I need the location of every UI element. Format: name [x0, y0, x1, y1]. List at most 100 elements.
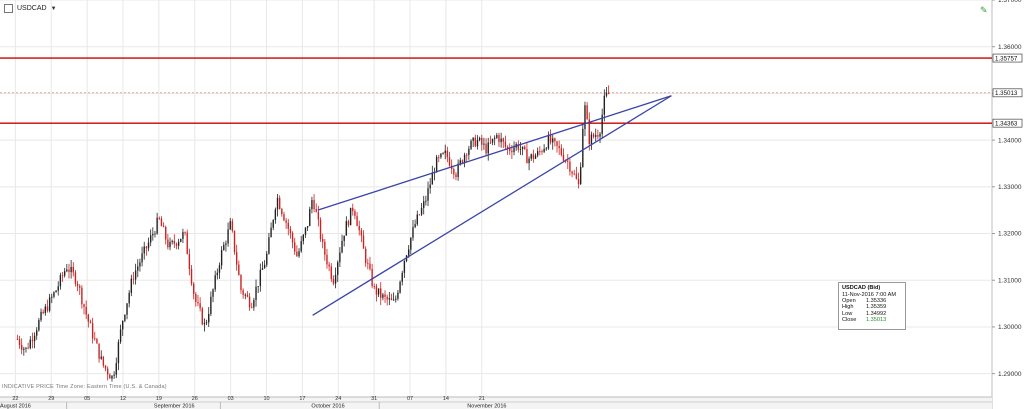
candle-body: [549, 134, 552, 143]
candle-body: [601, 114, 603, 134]
candle-body: [126, 303, 128, 315]
candle-body: [274, 209, 277, 221]
candle-body: [386, 296, 388, 300]
ohlc-tooltip: USDCAD (Bid) 11-Nov-2016 7:00 AM Open 1.…: [838, 282, 906, 330]
candle-body: [27, 347, 29, 349]
candle-body: [339, 252, 341, 263]
candle-body: [459, 160, 461, 164]
candle-body: [521, 146, 524, 150]
candle-body: [208, 313, 210, 323]
candle-body: [235, 252, 238, 265]
candle-body: [199, 303, 201, 309]
symbol-label[interactable]: USDCAD: [17, 5, 47, 12]
candle-body: [337, 262, 339, 275]
candle-body: [373, 286, 375, 287]
candle-body: [397, 292, 399, 299]
candle-body: [188, 254, 191, 269]
symbol-checkbox[interactable]: [4, 4, 13, 13]
candle-body: [46, 306, 49, 311]
candle-body: [55, 290, 57, 293]
candle-body: [425, 200, 427, 202]
y-tick-label: 1.37000: [998, 0, 1022, 4]
trendline[interactable]: [312, 95, 672, 316]
candle-body: [130, 278, 133, 293]
candle-body: [435, 156, 438, 173]
candle-body: [98, 343, 100, 359]
candle-body: [278, 197, 281, 209]
level-badge: [992, 53, 1023, 63]
candle-body: [418, 214, 421, 216]
candle-body: [231, 221, 234, 231]
candle-body: [595, 135, 597, 137]
candle-body: [158, 217, 160, 219]
candle-body: [575, 173, 578, 179]
candle-body: [248, 296, 251, 308]
y-tick-label: 1.30000: [998, 324, 1022, 331]
candle-body: [210, 296, 212, 314]
candle-body: [504, 141, 507, 147]
candle-body: [493, 137, 496, 139]
x-tick-label: 17: [299, 396, 305, 402]
candle-body: [541, 151, 543, 153]
candle-body: [53, 292, 55, 297]
candle-body: [177, 241, 180, 246]
drawing-tool-icon[interactable]: ✎: [980, 5, 988, 15]
candle-body: [220, 250, 223, 266]
candle-body: [255, 286, 257, 301]
candle-body: [302, 234, 305, 242]
y-tick-label: 1.31000: [998, 277, 1022, 284]
tooltip-row-high: High 1.35359: [842, 304, 902, 310]
candle-body: [38, 320, 40, 331]
tooltip-open-label: Open: [842, 298, 856, 304]
trendline[interactable]: [317, 95, 672, 211]
candle-body: [240, 275, 242, 291]
tooltip-row-low: Low 1.34992: [842, 311, 902, 317]
candle-body: [369, 263, 371, 269]
footnote: INDICATIVE PRICE Time Zone: Eastern Time…: [2, 384, 167, 390]
candle-body: [91, 323, 94, 339]
candle-body: [401, 272, 403, 282]
candle-body: [567, 160, 569, 162]
candle-body: [268, 237, 270, 254]
candle-body: [410, 237, 412, 250]
x-tick-label: 07: [407, 396, 413, 402]
candle-body: [214, 275, 216, 290]
candle-body: [562, 154, 565, 161]
candle-body: [227, 229, 229, 244]
candle-body: [478, 137, 481, 140]
tooltip-close-value: 1.35013: [866, 317, 887, 324]
candle-body: [190, 268, 193, 284]
chevron-down-icon[interactable]: ▼: [50, 5, 57, 12]
candle-body: [44, 306, 47, 314]
candle-body: [395, 298, 397, 300]
candle-body: [285, 220, 287, 223]
candle-body: [203, 322, 206, 325]
candle-body: [431, 173, 434, 185]
level-badge: [992, 118, 1023, 128]
x-tick-label: 19: [156, 396, 162, 402]
candle-body: [104, 365, 107, 369]
candle-body: [474, 137, 477, 147]
month-label: September 2016: [154, 404, 195, 409]
candle-body: [20, 344, 23, 350]
tooltip-close-label: Close: [842, 317, 857, 324]
x-tick-label: 14: [443, 396, 449, 402]
x-tick-label: 24: [335, 396, 341, 402]
candle-body: [347, 221, 350, 226]
candle-body: [23, 348, 25, 350]
candle-body: [573, 173, 575, 175]
candle-body: [380, 288, 382, 298]
candle-body: [446, 150, 449, 158]
level-label: 1.34363: [995, 120, 1018, 127]
candle-body: [384, 294, 386, 297]
candle-body: [25, 347, 27, 349]
candle-body: [51, 296, 53, 298]
candle-body: [70, 266, 72, 273]
candle-body: [571, 171, 573, 174]
candle-body: [427, 188, 429, 201]
candle-body: [470, 140, 472, 149]
candle-body: [283, 214, 285, 221]
candle-body: [390, 298, 393, 300]
candle-body: [160, 218, 163, 227]
